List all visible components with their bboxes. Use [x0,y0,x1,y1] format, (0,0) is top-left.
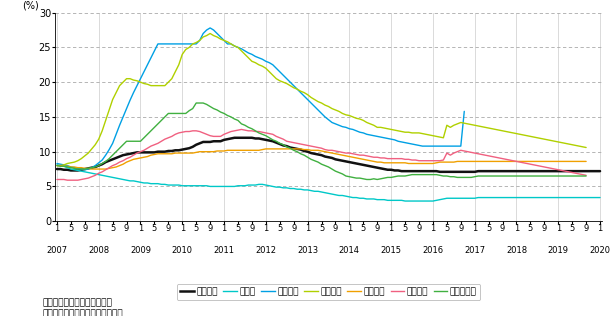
ポルトガル [81,167,88,171]
フランス [200,150,207,154]
Line: フランス: フランス [57,149,586,169]
ドイツ [402,199,409,203]
ドイツ [81,170,88,174]
フランス [255,149,263,152]
ドイツ [596,196,604,199]
Text: (%): (%) [23,1,39,10]
イタリア [81,177,88,181]
ポルトガル [53,164,61,167]
スペイン [255,63,263,67]
スペイン [367,122,374,126]
ユーロ圏 [231,136,238,140]
フランス [53,164,61,167]
スペイン [200,35,207,39]
ギリシャ [255,56,263,60]
Text: 2015: 2015 [381,246,402,255]
ポルトガル [255,131,263,135]
ユーロ圏 [71,168,78,172]
ギリシャ [71,166,78,170]
ユーロ圏 [499,169,507,173]
Text: 資料：ユーロスタットから作成。: 資料：ユーロスタットから作成。 [43,309,123,316]
ギリシャ [81,168,88,172]
Line: ドイツ: ドイツ [57,165,600,201]
Line: スペイン: スペイン [57,33,586,166]
Text: 参考：ギリシャは２月まで。: 参考：ギリシャは２月まで。 [43,299,113,307]
スペイン [71,160,78,164]
ギリシャ [367,133,374,137]
スペイン [492,128,499,131]
ポルトガル [492,174,499,178]
ドイツ [255,182,263,186]
Text: 2019: 2019 [548,246,569,255]
ユーロ圏 [370,165,378,169]
ドイツ [53,163,61,167]
ユーロ圏 [53,167,61,171]
Text: 2009: 2009 [130,246,151,255]
Line: イタリア: イタリア [57,130,586,180]
Text: 2013: 2013 [297,246,318,255]
Text: 2017: 2017 [464,246,485,255]
ユーロ圏 [436,170,443,174]
ポルトガル [200,101,207,105]
ポルトガル [71,167,78,170]
スペイン [53,164,61,167]
スペイン [81,154,88,158]
ポルトガル [367,178,374,181]
Text: 2011: 2011 [214,246,235,255]
ユーロ圏 [596,169,604,173]
Text: 2016: 2016 [422,246,443,255]
フランス [367,159,374,163]
イタリア [71,178,78,182]
Text: 2010: 2010 [172,246,193,255]
フランス [71,165,78,169]
Text: 2007: 2007 [47,246,68,255]
イタリア [255,130,263,133]
ユーロ圏 [81,167,88,171]
フランス [81,167,88,170]
ドイツ [71,168,78,172]
Line: ギリシャ: ギリシャ [57,28,464,170]
Legend: ユーロ圏, ドイツ, ギリシャ, スペイン, フランス, イタリア, ポルトガル: ユーロ圏, ドイツ, ギリシャ, スペイン, フランス, イタリア, ポルトガル [176,284,481,300]
ギリシャ [200,32,207,35]
イタリア [367,155,374,158]
Text: 2020: 2020 [589,246,610,255]
ユーロ圏 [258,137,266,141]
ドイツ [367,197,374,201]
イタリア [200,131,207,135]
イタリア [492,155,499,159]
Text: 2018: 2018 [506,246,527,255]
Text: 2012: 2012 [255,246,276,255]
ユーロ圏 [200,140,207,144]
Text: 2008: 2008 [88,246,109,255]
フランス [492,160,499,163]
ドイツ [495,196,503,199]
Line: ユーロ圏: ユーロ圏 [57,138,600,172]
Line: ポルトガル: ポルトガル [57,103,586,179]
ドイツ [200,184,207,188]
ギリシャ [53,161,61,165]
Text: 2014: 2014 [339,246,360,255]
イタリア [53,178,61,181]
